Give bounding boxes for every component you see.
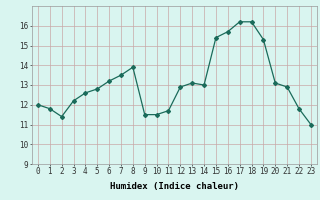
X-axis label: Humidex (Indice chaleur): Humidex (Indice chaleur) bbox=[110, 182, 239, 191]
